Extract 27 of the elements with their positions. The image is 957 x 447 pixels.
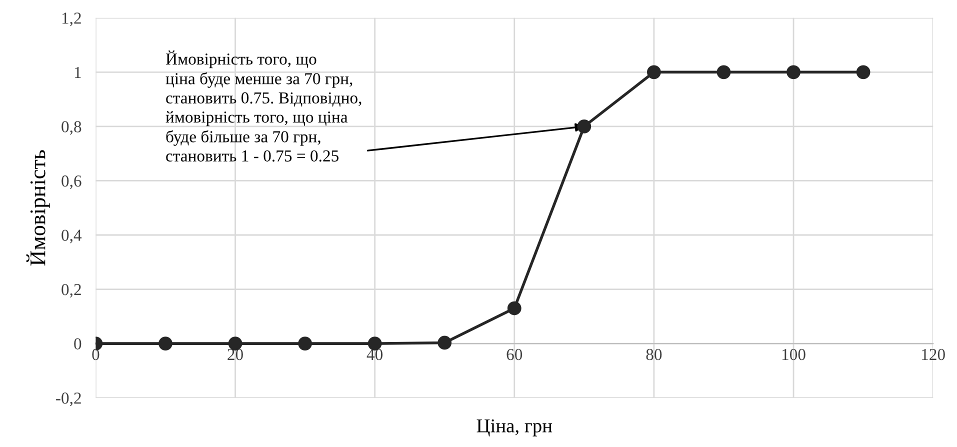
point [158,336,172,350]
x-tick-label: 80 [646,348,662,360]
y-tick-label: 0,2 [62,284,81,298]
point [438,336,452,350]
y-tick-label: 1,2 [62,12,81,26]
point [647,65,661,80]
y-tick-label: 1 [74,66,81,78]
y-tick-label: -0,2 [56,392,81,406]
y-axis-title: Ймовірність [26,150,50,266]
point [298,336,312,350]
point [716,65,731,80]
x-tick-label: 0 [92,348,100,360]
x-tick-label: 60 [506,348,522,360]
x-tick-label: 100 [782,348,806,360]
annotation: Ймовірність того, що ціна буде менше за 70 грн, становить 0.75. Відповідно, ймовірність того, що ціна буде більше за 70 грн, становить 1 - 0.75 = 0.25 [166,50,362,162]
point [577,119,592,134]
y-tick-label: 0,8 [62,121,82,135]
point [856,65,870,80]
y-tick-label: 0,6 [62,175,82,190]
x-axis-title: Ціна, грн [476,419,552,436]
point [786,65,800,80]
point [507,301,522,316]
x-tick-label: 40 [366,348,383,360]
y-tick-label: 0 [74,338,82,350]
y-tick-label: 0,4 [62,230,82,244]
x-tick-label: 20 [228,348,243,360]
x-tick-label: 120 [922,348,945,360]
